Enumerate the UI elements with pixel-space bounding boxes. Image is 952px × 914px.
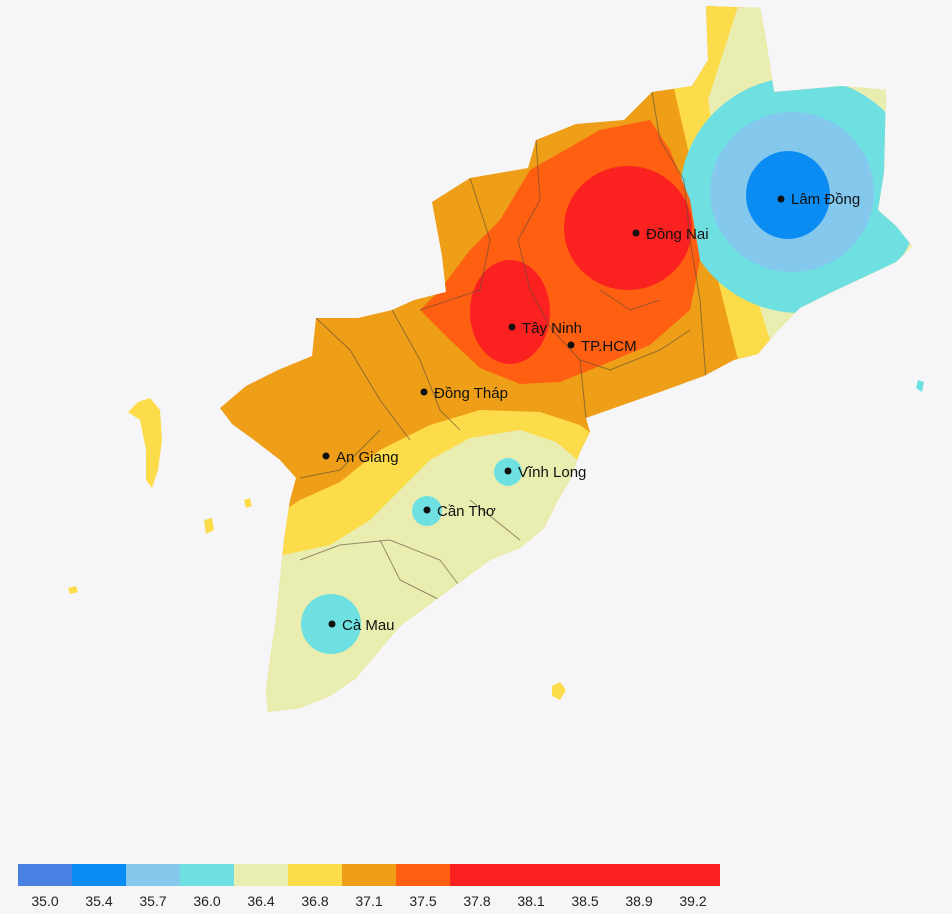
city-label: Tây Ninh xyxy=(522,320,582,337)
city-markers: Lâm Đồng Đồng Nai Tây Ninh TP.HCM Đồng T… xyxy=(322,191,861,634)
city-label: TP.HCM xyxy=(581,338,637,355)
city-dong-nai[interactable]: Đồng Nai xyxy=(632,226,709,243)
city-can-tho[interactable]: Cần Thơ xyxy=(423,503,496,520)
city-label: An Giang xyxy=(336,449,399,466)
city-dot xyxy=(508,323,516,331)
city-label: Vĩnh Long xyxy=(518,464,586,481)
legend-tick-label: 37.5 xyxy=(409,893,436,909)
island-con-dao xyxy=(552,682,566,700)
legend-tick-label: 35.0 xyxy=(31,893,58,909)
city-label: Đồng Nai xyxy=(646,226,709,243)
legend-ticks: 35.0 35.4 35.7 36.0 36.4 36.8 37.1 37.5 37.8 38.1… xyxy=(31,893,706,909)
legend-swatch xyxy=(126,864,180,886)
legend-swatch xyxy=(288,864,342,886)
legend-swatch xyxy=(72,864,126,886)
city-label: Cần Thơ xyxy=(437,503,496,520)
legend-tick-label: 38.5 xyxy=(571,893,598,909)
city-lam-dong[interactable]: Lâm Đồng xyxy=(777,191,861,208)
legend-tick-label: 36.8 xyxy=(301,893,328,909)
islands xyxy=(68,380,924,700)
legend-bar xyxy=(18,864,720,886)
zone-lamdong-blue xyxy=(746,151,830,239)
city-tp-hcm[interactable]: TP.HCM xyxy=(567,338,637,355)
legend-tick-label: 39.2 xyxy=(679,893,706,909)
city-dot xyxy=(567,341,575,349)
color-legend: 35.0 35.4 35.7 36.0 36.4 36.8 37.1 37.5 37.8 38.1… xyxy=(18,864,720,909)
zone-tayninh-red xyxy=(470,260,550,364)
city-tay-ninh[interactable]: Tây Ninh xyxy=(508,320,583,337)
legend-swatch xyxy=(450,864,720,886)
city-an-giang[interactable]: An Giang xyxy=(322,449,399,466)
island-small-1 xyxy=(68,586,78,594)
legend-tick-label: 35.4 xyxy=(85,893,112,909)
city-dot xyxy=(632,229,640,237)
city-dot xyxy=(504,467,512,475)
island-phu-quoc xyxy=(128,398,162,488)
legend-tick-label: 37.8 xyxy=(463,893,490,909)
legend-tick-label: 37.1 xyxy=(355,893,382,909)
city-vinh-long[interactable]: Vĩnh Long xyxy=(504,464,587,481)
legend-tick-label: 36.0 xyxy=(193,893,220,909)
legend-tick-label: 36.4 xyxy=(247,893,274,909)
legend-tick-label: 38.1 xyxy=(517,893,544,909)
city-label: Cà Mau xyxy=(342,617,395,634)
city-dot xyxy=(777,195,785,203)
city-dong-thap[interactable]: Đồng Tháp xyxy=(420,385,508,402)
island-small-2 xyxy=(204,518,214,534)
legend-swatch xyxy=(342,864,396,886)
city-dot xyxy=(322,452,330,460)
legend-swatch xyxy=(180,864,234,886)
legend-swatch xyxy=(234,864,288,886)
province-boundaries xyxy=(299,91,707,601)
island-east xyxy=(916,380,924,392)
island-small-3 xyxy=(244,498,252,508)
city-label: Đồng Tháp xyxy=(434,385,508,402)
city-dot xyxy=(420,388,428,396)
city-dot xyxy=(328,620,336,628)
legend-tick-label: 38.9 xyxy=(625,893,652,909)
legend-swatch xyxy=(18,864,72,886)
city-ca-mau[interactable]: Cà Mau xyxy=(328,617,395,634)
zone-dongnai-red xyxy=(564,166,692,290)
legend-swatch xyxy=(396,864,450,886)
city-label: Lâm Đồng xyxy=(791,191,860,208)
legend-tick-label: 35.7 xyxy=(139,893,166,909)
city-dot xyxy=(423,506,431,514)
